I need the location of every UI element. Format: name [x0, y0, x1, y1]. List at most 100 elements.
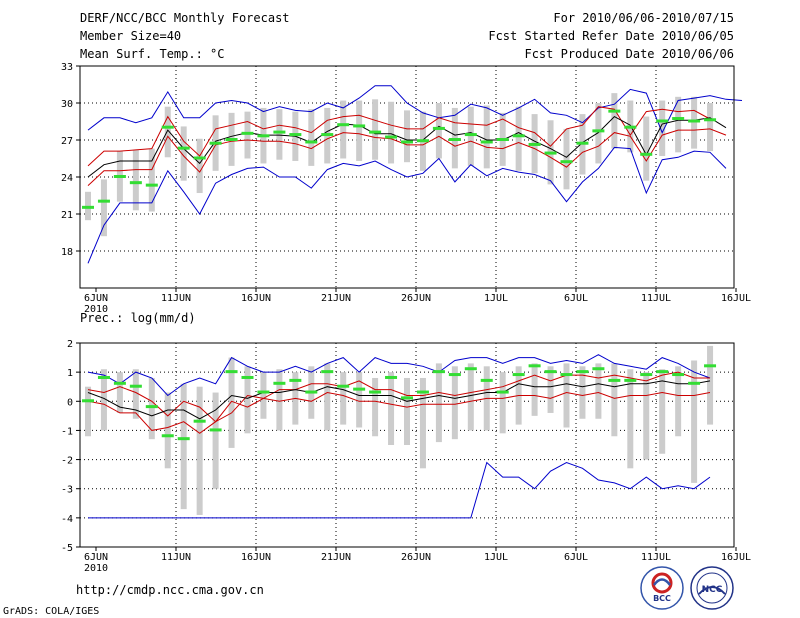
produced-date: Fcst Produced Date 2010/06/06: [524, 47, 734, 61]
control-member-dash: [704, 364, 717, 368]
control-member-dash: [321, 370, 334, 374]
control-member-dash: [432, 370, 445, 374]
control-member-dash: [560, 160, 573, 164]
member-range-box: [659, 369, 666, 454]
control-member-dash: [193, 419, 206, 423]
control-member-dash: [97, 199, 110, 203]
member-range-box: [691, 360, 698, 483]
control-member-dash: [528, 142, 541, 146]
control-member-dash: [193, 156, 206, 160]
member-range-box: [212, 392, 219, 489]
control-member-dash: [273, 381, 286, 385]
temperature-panel: 18 21 24 27 30 33 6JUN 11JUN 16JUN 21JUN 26JUN 1JUL…: [61, 62, 751, 315]
member-range-box: [675, 96, 682, 153]
control-member-dash: [177, 437, 190, 441]
x-tick-label: 11JUL: [641, 293, 671, 304]
control-member-dash: [624, 378, 637, 382]
member-range-box: [707, 345, 714, 425]
x-tick-label: 21JUN: [321, 293, 351, 304]
y-tick-label: 2: [67, 339, 73, 350]
control-member-dash: [241, 131, 254, 135]
x-year-label: 2010: [84, 304, 108, 315]
member-range-box: [643, 116, 650, 181]
member-range-box: [132, 149, 139, 211]
member-range-box: [435, 363, 442, 443]
member-range-box: [340, 372, 347, 425]
control-member-dash: [129, 384, 142, 388]
control-member-dash: [209, 141, 222, 145]
member-range-box: [356, 100, 363, 161]
control-member-dash: [496, 138, 509, 141]
member-range-box: [85, 386, 91, 437]
member-range-box: [595, 363, 602, 419]
control-member-dash: [209, 428, 222, 432]
y-tick-label: -4: [61, 514, 73, 525]
control-member-dash: [640, 373, 653, 377]
x-tick-label: 6JUL: [564, 552, 588, 563]
y-tick-label: 33: [61, 62, 73, 73]
control-member-dash: [385, 375, 398, 379]
control-member-dash: [592, 129, 605, 133]
control-member-dash: [624, 125, 637, 129]
member-range-box: [100, 369, 107, 431]
member-range-box: [404, 377, 410, 445]
member-range-box: [340, 100, 347, 159]
grads-credit: GrADS: COLA/IGES: [3, 606, 99, 617]
lower-spread-line: [87, 391, 711, 434]
member-range-box: [483, 105, 490, 169]
member-range-box: [707, 103, 714, 152]
member-range-box: [404, 110, 410, 163]
control-member-dash: [656, 370, 669, 374]
control-member-dash: [480, 140, 493, 144]
control-member-dash: [496, 390, 509, 394]
bcc-logo: BCC: [640, 566, 684, 610]
member-range-box: [100, 179, 107, 237]
member-range-box: [324, 363, 331, 431]
control-member-dash: [688, 381, 701, 385]
member-range-box: [627, 369, 634, 469]
member-range-box: [467, 106, 474, 166]
control-member-dash: [353, 387, 366, 391]
member-range-box: [451, 366, 458, 440]
member-range-box: [515, 106, 522, 171]
member-range-box: [356, 372, 363, 428]
control-member-dash: [640, 152, 653, 156]
member-range-box: [260, 372, 267, 419]
member-range-box: [467, 363, 474, 431]
x-tick-label: 1JUL: [484, 293, 508, 304]
control-member-dash: [289, 378, 302, 382]
member-range-box: [308, 109, 315, 166]
member-range-box: [148, 148, 155, 212]
member-range-box: [691, 96, 698, 149]
control-member-dash: [401, 140, 413, 144]
control-member-dash: [337, 384, 350, 388]
control-member-dash: [97, 375, 110, 379]
control-member-dash: [576, 370, 589, 374]
member-range-box: [547, 366, 554, 413]
control-member-dash: [608, 378, 621, 382]
x-tick-label: 16JUN: [241, 293, 271, 304]
member-range-box: [579, 366, 586, 419]
y-tick-label: 18: [61, 247, 73, 258]
ncc-logo-text: NCC: [702, 585, 723, 595]
member-range-box: [563, 363, 570, 428]
plot-frame: [79, 65, 735, 289]
control-member-dash: [337, 123, 350, 127]
y-tick-label: 1: [67, 368, 73, 379]
member-range-box: [244, 111, 251, 159]
member-range-box: [531, 363, 538, 416]
control-member-dash: [82, 399, 94, 403]
x-year-label: 2010: [84, 563, 108, 574]
control-member-dash: [528, 364, 541, 368]
control-member-dash: [369, 130, 382, 134]
member-range-box: [180, 126, 187, 181]
control-member-dash: [480, 378, 493, 382]
member-range-box: [164, 392, 171, 469]
control-member-dash: [544, 151, 557, 155]
control-member-dash: [544, 370, 557, 374]
control-member-dash: [113, 381, 126, 385]
x-tick-label: 1JUL: [484, 552, 508, 563]
control-member-dash: [145, 183, 158, 187]
x-tick-label: 11JUN: [161, 293, 191, 304]
plot-frame: [79, 342, 735, 548]
